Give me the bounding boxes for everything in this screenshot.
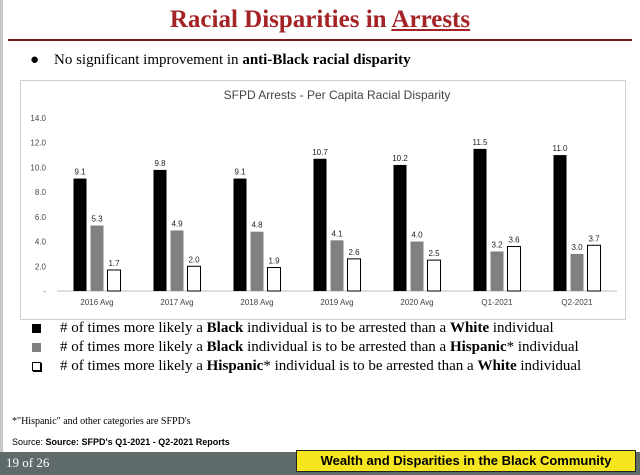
legend-text: * individual <box>506 339 579 355</box>
legend-text: individual is to be arrested than a <box>243 320 450 336</box>
bar-chart: SFPD Arrests - Per Capita Racial Dispari… <box>30 88 617 307</box>
bar <box>187 265 201 292</box>
data-label: 10.2 <box>392 154 408 163</box>
bar <box>553 155 567 291</box>
bar <box>153 169 167 291</box>
y-tick-label: 12.0 <box>30 139 46 148</box>
category-label: 2018 Avg <box>240 298 273 307</box>
filled-gray-square-icon <box>32 343 41 352</box>
source-label: Source: <box>12 437 46 447</box>
source-note: Source: Source: SFPD's Q1-2021 - Q2-2021… <box>12 437 230 447</box>
data-label: 11.5 <box>473 138 489 147</box>
data-label: 3.2 <box>491 240 503 249</box>
bar <box>410 241 424 291</box>
y-tick-label: 10.0 <box>30 163 46 172</box>
bar <box>347 258 361 292</box>
left-edge-rule <box>0 0 3 452</box>
source-text: Source: SFPD's Q1-2021 - Q2-2021 Reports <box>45 437 230 447</box>
bullet-bold: anti-Black racial disparity <box>242 52 411 68</box>
legend-bold: Black <box>206 339 244 355</box>
outline-square-icon <box>32 362 41 371</box>
page-number: 19 of 26 <box>6 455 50 470</box>
chart-title: SFPD Arrests - Per Capita Racial Dispari… <box>224 88 451 102</box>
bullet-dot-icon: ● <box>30 52 40 68</box>
category-label: 2016 Avg <box>80 298 113 307</box>
bar <box>250 231 264 291</box>
title-main: Racial Disparities in <box>169 6 392 33</box>
legend-item-hispanic-white: # of times more likely a Hispanic* indiv… <box>30 358 630 375</box>
bar <box>267 267 281 292</box>
bullet-prefix: No significant improvement in <box>54 52 243 68</box>
bar <box>427 259 441 292</box>
legend-text: individual <box>489 320 554 336</box>
legend-item-black-hispanic: # of times more likely a Black individua… <box>30 339 630 356</box>
legend-bold: White <box>477 358 517 374</box>
data-label: 3.0 <box>571 243 583 252</box>
bar <box>73 178 87 291</box>
footer-banner: Wealth and Disparities in the Black Comm… <box>296 450 636 472</box>
data-label: 2.6 <box>348 248 360 257</box>
category-label: 2017 Avg <box>160 298 193 307</box>
category-label: Q1-2021 <box>481 298 513 307</box>
data-label: 9.1 <box>74 168 86 177</box>
filled-black-square-icon <box>32 324 41 333</box>
legend-bold: Hispanic <box>449 339 507 355</box>
data-label: 2.0 <box>188 255 200 264</box>
legend-text: # of times more likely a <box>60 358 207 374</box>
bar <box>507 246 521 292</box>
legend-bold: White <box>449 320 490 336</box>
data-label: 2.5 <box>428 249 440 258</box>
legend-bold: Black <box>206 320 244 336</box>
legend-text: * individual is to be arrested than a <box>263 358 478 374</box>
bar <box>233 178 247 291</box>
bar <box>587 244 601 292</box>
slide-title: Racial Disparities in Arrests <box>0 6 640 34</box>
data-label: 4.9 <box>171 219 183 228</box>
data-label: 4.0 <box>411 231 423 240</box>
y-tick-label: 6.0 <box>35 213 47 222</box>
y-tick-label: 14.0 <box>30 114 46 123</box>
bar <box>90 225 104 291</box>
data-label: 1.7 <box>108 259 120 268</box>
chart-container: SFPD Arrests - Per Capita Racial Dispari… <box>20 80 626 320</box>
bar <box>570 253 584 291</box>
title-divider <box>8 39 632 41</box>
data-label: 4.8 <box>251 221 263 230</box>
bar <box>473 148 487 291</box>
legend-text: # of times more likely a <box>60 320 207 336</box>
data-label: 9.1 <box>234 168 246 177</box>
y-tick-label: 8.0 <box>35 188 47 197</box>
bar <box>330 240 344 291</box>
bar <box>313 158 327 291</box>
data-label: 9.8 <box>154 159 166 168</box>
legend-bold: Hispanic <box>206 358 264 374</box>
data-label: 1.9 <box>268 257 280 266</box>
data-label: 5.3 <box>91 215 103 224</box>
legend-text: individual <box>516 358 582 374</box>
y-tick-label: - <box>43 287 46 296</box>
legend: # of times more likely a Black individua… <box>30 320 630 377</box>
summary-bullet: ● No significant improvement in anti-Blac… <box>30 52 411 69</box>
bar <box>490 251 504 291</box>
title-underlined: Arrests <box>391 6 471 33</box>
legend-text: individual is to be arrested than a <box>243 339 450 355</box>
data-label: 4.1 <box>331 229 343 238</box>
data-label: 11.0 <box>553 144 569 153</box>
footnote: *"Hispanic" and other categories are SFP… <box>12 416 191 427</box>
category-label: Q2-2021 <box>561 298 593 307</box>
bar <box>107 269 121 292</box>
data-label: 10.7 <box>312 148 328 157</box>
category-label: 2020 Avg <box>400 298 433 307</box>
y-tick-label: 2.0 <box>35 262 47 271</box>
bar <box>393 164 407 291</box>
bar <box>170 230 184 291</box>
data-label: 3.7 <box>588 234 600 243</box>
y-tick-label: 4.0 <box>35 238 47 247</box>
data-label: 3.6 <box>508 236 520 245</box>
legend-item-black-white: # of times more likely a Black individua… <box>30 320 630 337</box>
category-label: 2019 Avg <box>320 298 353 307</box>
legend-text: # of times more likely a <box>60 339 207 355</box>
